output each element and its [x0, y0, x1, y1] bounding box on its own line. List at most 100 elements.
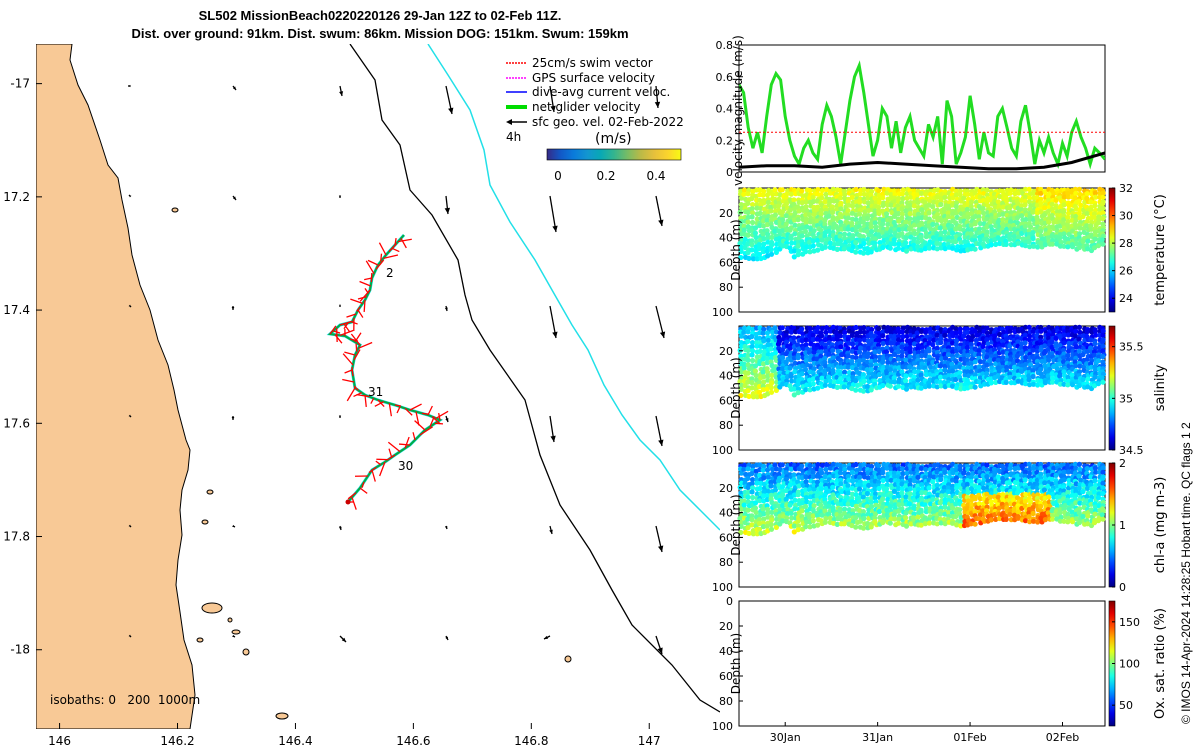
- profile-sample: [984, 462, 990, 468]
- swim-vector: [356, 393, 370, 398]
- profile-sample: [950, 195, 956, 201]
- profile-sample: [741, 223, 747, 229]
- profile-sample: [903, 510, 909, 516]
- profile-sample: [957, 188, 963, 194]
- profile-sample: [903, 357, 909, 363]
- profile-sample: [869, 367, 875, 373]
- profile-sample: [810, 198, 816, 205]
- profile-sample: [1076, 324, 1082, 330]
- profile-ylabel: Depth (m): [729, 357, 743, 418]
- legend-label-dive: dive-avg current veloc.: [532, 85, 670, 99]
- map-xtick-label: 146.8: [514, 734, 548, 748]
- profile-sample: [946, 235, 952, 241]
- profile-sample: [861, 515, 867, 522]
- profile-sample: [887, 245, 893, 251]
- profile-sample: [942, 236, 948, 242]
- profile-sample: [745, 484, 751, 491]
- profile-sample: [923, 329, 929, 335]
- profile-sample: [787, 215, 793, 221]
- colorbar-label: salinity: [1153, 364, 1168, 411]
- profile-sample: [750, 210, 756, 216]
- profile-sample: [800, 207, 806, 213]
- profile-sample: [795, 527, 801, 533]
- geo-vector-head: [128, 524, 131, 527]
- profile-sample: [841, 521, 847, 527]
- profile-sample: [745, 338, 751, 344]
- profile-sample: [1023, 216, 1029, 223]
- profile-sample: [1022, 223, 1028, 230]
- profile-sample: [1095, 381, 1101, 387]
- profile-sample: [907, 349, 913, 355]
- profile-sample: [1030, 209, 1036, 215]
- profile-sample: [764, 248, 770, 254]
- profile-sample: [765, 235, 771, 241]
- profile-sample: [1084, 466, 1090, 472]
- profile-sample: [934, 194, 940, 200]
- geo-vector-head: [128, 634, 131, 637]
- profile-sample: [803, 199, 809, 205]
- swim-vector: [349, 338, 358, 342]
- profile-sample: [935, 217, 941, 223]
- profile-ylabel: Depth (m): [729, 219, 743, 280]
- profile-sample: [810, 238, 816, 244]
- profile-sample: [968, 199, 975, 205]
- swim-vector: [350, 298, 363, 304]
- swim-vector: [400, 238, 407, 249]
- profile-sample: [818, 211, 824, 217]
- profile-sample: [757, 210, 763, 216]
- colorbar-tick-label: 35.5: [1119, 341, 1144, 354]
- profile-sample: [760, 231, 766, 237]
- profile-sample: [915, 199, 921, 205]
- profile-sample: [1014, 220, 1021, 226]
- swim-vector: [358, 341, 373, 349]
- swim-vector: [363, 299, 366, 313]
- profile-sample: [1030, 510, 1036, 517]
- profile-sample: [987, 219, 993, 225]
- profile-sample: [745, 466, 751, 472]
- profile-sample: [756, 251, 763, 257]
- profile-sample: [880, 477, 886, 483]
- profile-sample: [903, 515, 909, 521]
- profile-sample: [750, 357, 756, 364]
- profile-sample: [837, 333, 844, 339]
- profile-sample: [988, 242, 994, 248]
- profile-sample: [839, 242, 845, 248]
- profile-sample: [815, 522, 821, 528]
- island: [206, 489, 214, 495]
- profile-sample: [1004, 336, 1010, 342]
- profile-sample: [891, 213, 898, 219]
- profile-sample: [980, 480, 986, 487]
- profile-sample: [885, 221, 891, 227]
- swim-vector: [351, 497, 357, 510]
- profile-sample: [1003, 516, 1009, 523]
- colorbar-tick-label: 150: [1119, 616, 1140, 629]
- profile-sample: [877, 240, 883, 246]
- profile-sample: [775, 203, 782, 209]
- legend-label-geo: sfc geo. vel. 02-Feb-2022: [532, 115, 684, 129]
- profile-sample: [800, 193, 806, 199]
- swim-vector: [397, 238, 412, 243]
- profile-sample: [761, 236, 767, 242]
- profile-sample: [868, 249, 874, 255]
- profile-sample: [919, 215, 925, 221]
- profile-sample: [1007, 236, 1013, 242]
- legend-label-swim: 25cm/s swim vector: [532, 56, 653, 70]
- profile-sample: [928, 226, 934, 232]
- profile-sample: [752, 368, 759, 374]
- profile-sample: [849, 332, 855, 338]
- profile-sample: [880, 470, 886, 476]
- profile-sample: [1003, 379, 1009, 385]
- profile-sample: [853, 324, 859, 331]
- geo-vector-head: [338, 526, 342, 530]
- profile-sample: [791, 254, 797, 260]
- geo-vector-head: [552, 225, 558, 232]
- profile-sample: [788, 510, 794, 516]
- geo-vector-head: [657, 647, 663, 654]
- profile-sample: [903, 386, 910, 392]
- profile-sample: [938, 339, 944, 346]
- profile-sample: [941, 241, 947, 248]
- profile-sample: [1004, 473, 1010, 479]
